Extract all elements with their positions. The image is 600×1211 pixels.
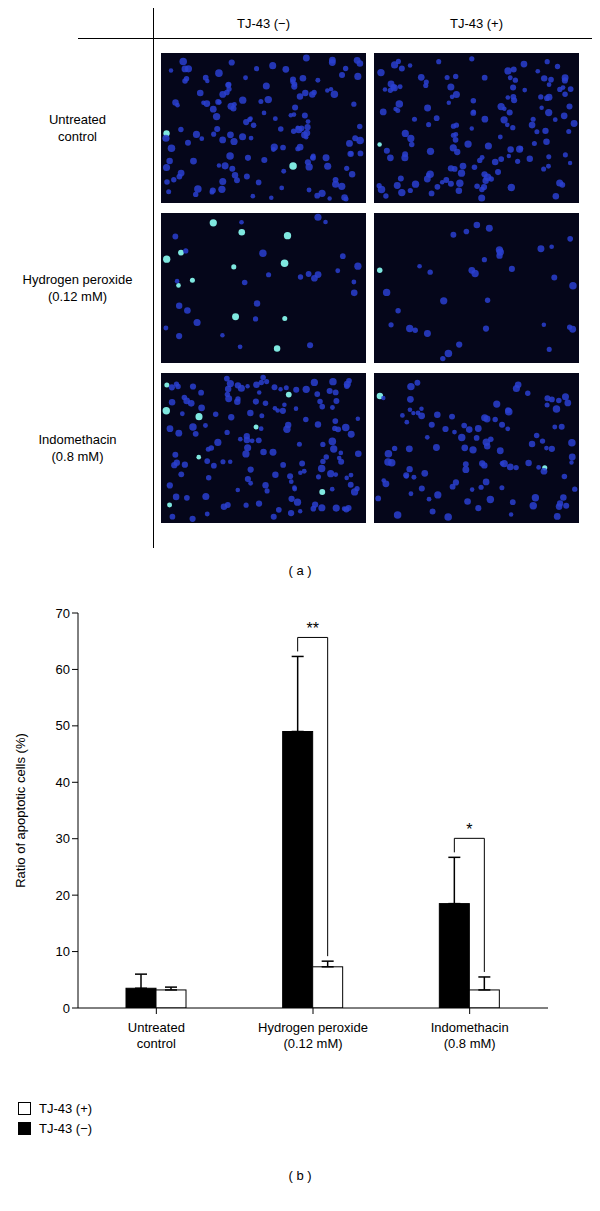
svg-text:50: 50: [56, 718, 70, 733]
html-text:( a ): ( a ): [288, 563, 312, 578]
html-text:TJ-43 (+): TJ-43 (+): [450, 16, 503, 31]
html-text:Untreated: Untreated: [49, 112, 106, 127]
svg-text:70: 70: [56, 606, 70, 621]
html-text:TJ-43 (−): TJ-43 (−): [237, 16, 290, 31]
svg-text:Ratio of apoptotic cells (%): Ratio of apoptotic cells (%): [13, 733, 28, 888]
svg-text:Untreatedcontrol: Untreatedcontrol: [128, 1020, 185, 1051]
html-text:( b ): ( b ): [288, 1168, 312, 1183]
html-text:TJ-43 (−): TJ-43 (−): [39, 1120, 93, 1136]
html-text:Indomethacin: Indomethacin: [38, 432, 117, 447]
svg-text:40: 40: [56, 775, 70, 790]
svg-text:60: 60: [56, 662, 70, 677]
svg-text:*: *: [466, 821, 472, 838]
svg-text:30: 30: [56, 831, 70, 846]
html-text:(0.12 mM): (0.12 mM): [47, 289, 108, 304]
html-text:Hydrogen peroxide: Hydrogen peroxide: [22, 272, 133, 287]
svg-text:**: **: [306, 620, 318, 637]
svg-text:20: 20: [56, 888, 70, 903]
html-text:control: control: [58, 129, 97, 144]
html-text:TJ-43 (+): TJ-43 (+): [39, 1100, 93, 1116]
svg-text:Indomethacin(0.8 mM): Indomethacin(0.8 mM): [431, 1020, 509, 1051]
svg-text:Hydrogen peroxide(0.12 mM): Hydrogen peroxide(0.12 mM): [258, 1020, 368, 1051]
svg-text:10: 10: [56, 944, 70, 959]
html-text:(0.8 mM): (0.8 mM): [51, 449, 104, 464]
svg-text:0: 0: [63, 1001, 70, 1016]
